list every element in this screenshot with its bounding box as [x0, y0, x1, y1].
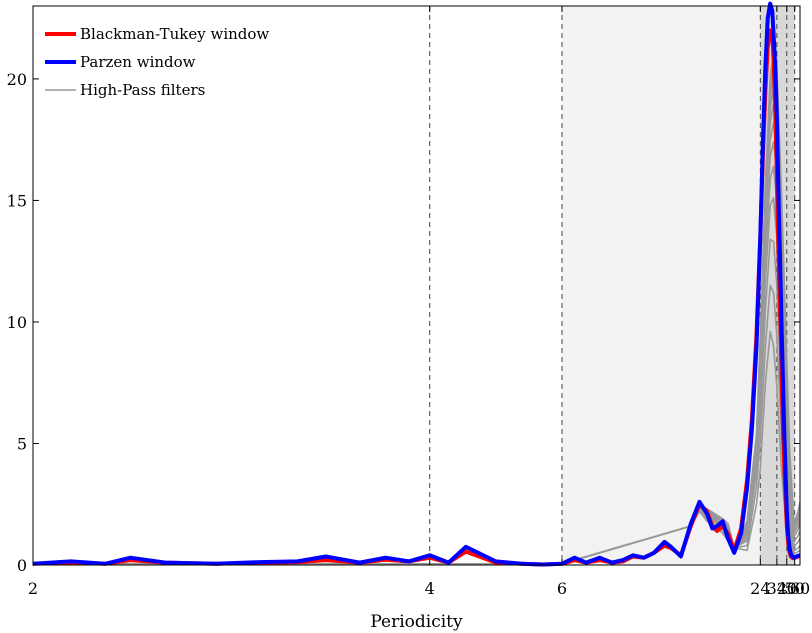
x-tick-label-24: 24	[750, 579, 770, 598]
x-tick-label-32: 32	[767, 579, 787, 598]
x-axis-label: Periodicity	[370, 612, 463, 632]
y-tick-label-20: 20	[7, 70, 27, 89]
shaded-band-0	[561, 6, 761, 565]
plot-frame	[32, 5, 801, 566]
high-pass-filter-curves	[33, 51, 801, 565]
high-pass-curve-1	[33, 284, 801, 565]
x-tick-label-2: 2	[28, 579, 38, 598]
x-tick-label-60: 60	[790, 579, 810, 598]
legend-label-2: High-Pass filters	[80, 81, 205, 99]
y-tick-label-0: 0	[17, 556, 27, 575]
x-tick-label-6: 6	[557, 579, 567, 598]
legend-label-0: Blackman-Tukey window	[80, 25, 269, 43]
y-tick-label-5: 5	[17, 434, 27, 453]
y-tick-label-15: 15	[7, 191, 27, 210]
legend-label-1: Parzen window	[80, 53, 196, 71]
legend: Blackman-Tukey window Parzen window High-P…	[45, 25, 269, 99]
x-tick-label-40: 40	[777, 579, 797, 598]
parzen-curve	[32, 1, 801, 567]
x-tick-label-50: 50	[785, 579, 805, 598]
x-tick-label-4: 4	[425, 579, 435, 598]
y-tick-label-10: 10	[7, 313, 27, 332]
window-curves	[32, 1, 801, 567]
